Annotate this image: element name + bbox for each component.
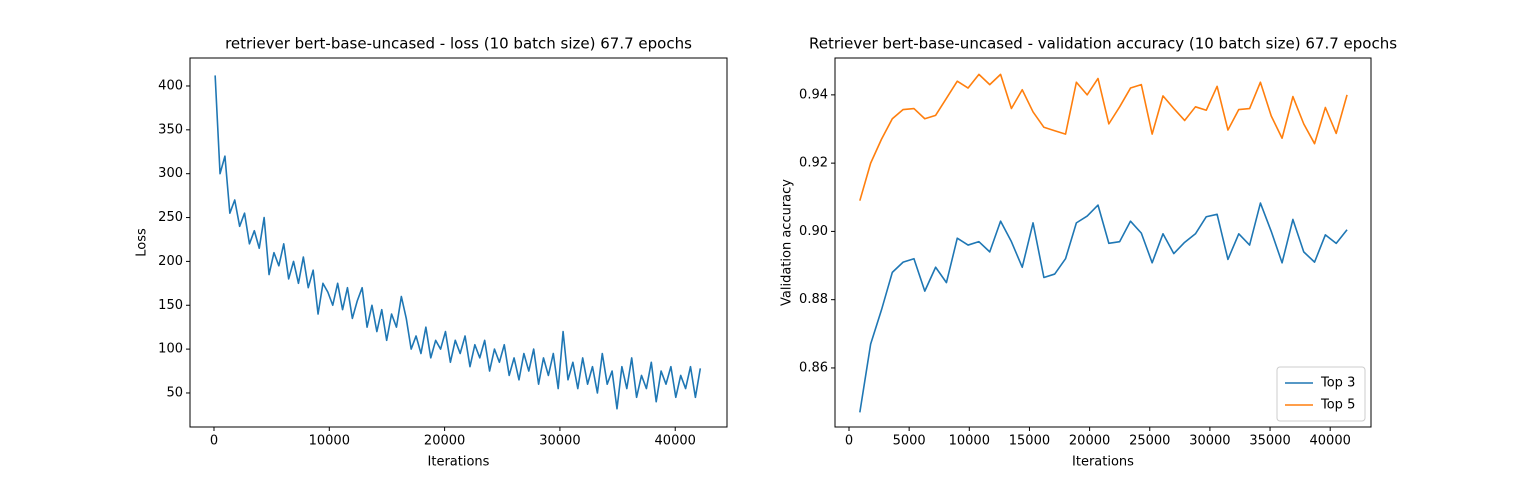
y-tick-label: 0.88 — [799, 292, 828, 307]
x-axis-label: Iterations — [1072, 455, 1134, 470]
x-axis-label: Iterations — [428, 455, 490, 470]
x-tick-label: 10000 — [309, 434, 350, 449]
plot-frame — [834, 57, 1372, 428]
y-tick-label: 50 — [166, 385, 183, 400]
plot-frame — [189, 57, 728, 428]
x-tick-label: 30000 — [1189, 434, 1230, 449]
y-tick-label: 150 — [158, 298, 183, 313]
y-tick-label: 200 — [158, 254, 183, 269]
chart-title: Retriever bert-base-uncased - validation… — [809, 35, 1397, 53]
data-line — [214, 75, 702, 410]
data-line — [859, 202, 1348, 413]
chart-title: retriever bert-base-uncased - loss (10 b… — [225, 35, 692, 53]
y-tick-label: 0.90 — [799, 224, 828, 239]
x-tick-label: 10000 — [949, 434, 990, 449]
y-tick-label: 350 — [158, 122, 183, 137]
legend-label: Top 5 — [1320, 398, 1355, 413]
y-tick-label: 0.92 — [799, 156, 828, 171]
legend: Top 3 Top 5 — [1276, 366, 1366, 422]
y-tick-label: 100 — [158, 342, 183, 357]
x-tick-label: 30000 — [539, 434, 580, 449]
x-tick-label: 35000 — [1249, 434, 1290, 449]
y-tick-label: 0.94 — [799, 87, 828, 102]
x-tick-label: 5000 — [893, 434, 926, 449]
y-tick-label: 250 — [158, 210, 183, 225]
y-axis-label: Validation accuracy — [780, 179, 795, 306]
x-tick-label: 40000 — [655, 434, 696, 449]
y-axis-label: Loss — [135, 228, 150, 257]
x-tick-label: 25000 — [1129, 434, 1170, 449]
legend-box — [1276, 366, 1366, 422]
x-tick-label: 20000 — [424, 434, 465, 449]
x-tick-label: 0 — [845, 434, 853, 449]
legend-label: Top 3 — [1320, 376, 1355, 391]
y-tick-label: 400 — [158, 78, 183, 93]
y-tick-label: 0.86 — [799, 360, 828, 375]
data-line — [859, 73, 1348, 201]
x-tick-label: 40000 — [1310, 434, 1351, 449]
x-tick-label: 0 — [210, 434, 218, 449]
x-tick-label: 20000 — [1069, 434, 1110, 449]
x-tick-label: 15000 — [1009, 434, 1050, 449]
y-tick-label: 300 — [158, 166, 183, 181]
